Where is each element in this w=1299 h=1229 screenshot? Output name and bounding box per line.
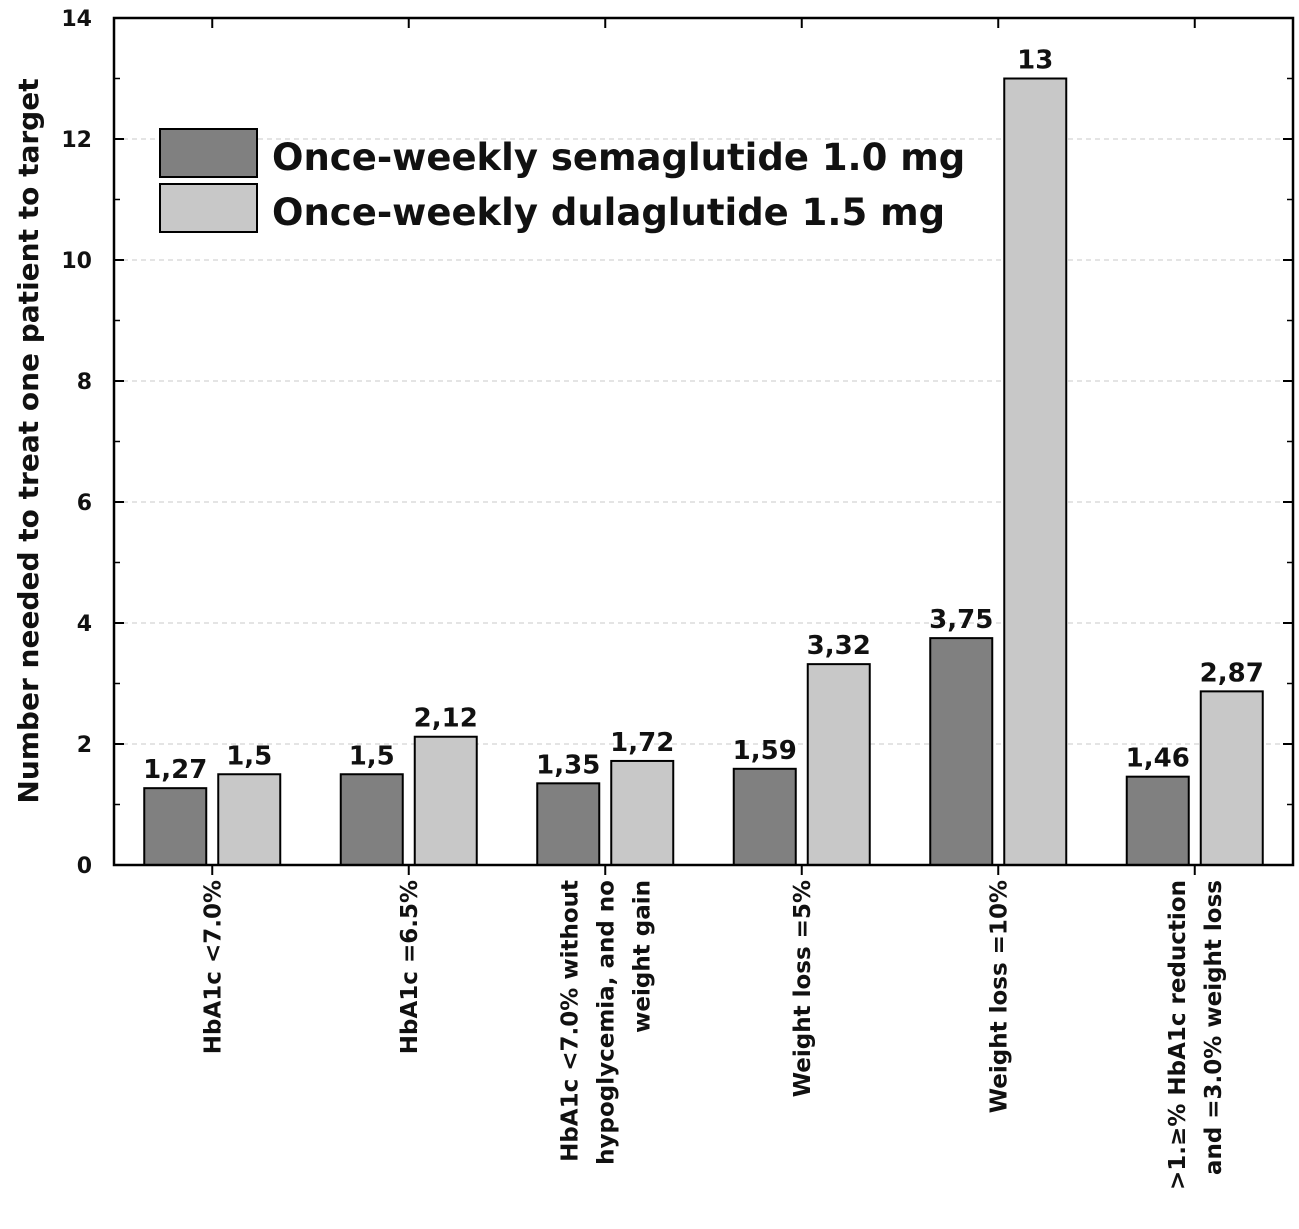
data-label: 3,75 bbox=[929, 605, 993, 635]
data-label: 1,35 bbox=[536, 750, 600, 780]
category-label: HbA1c =6.5% bbox=[397, 880, 423, 1054]
category-label: HbA1c <7.0% bbox=[200, 880, 226, 1054]
bar-dulaglutide bbox=[1199, 690, 1264, 866]
data-labels: 1,27 1,5 1,5 2,12 1,35 1,72 1,59 3,32 3,75 13 1,46… bbox=[143, 46, 1264, 786]
bar-dulaglutide bbox=[806, 663, 871, 867]
x-axis-ticks bbox=[211, 18, 1196, 875]
category-label: Weight loss =5% bbox=[790, 880, 816, 1097]
bar-semaglutide bbox=[536, 782, 601, 867]
legend-swatch-dulaglutide bbox=[159, 183, 258, 233]
y-tick-label: 12 bbox=[61, 128, 92, 153]
category-label-line: >1.≥% HbA1c reduction bbox=[1165, 880, 1191, 1190]
y-axis-tick-labels: 0 2 4 6 8 10 12 14 bbox=[61, 7, 92, 879]
y-axis-ticks bbox=[114, 17, 1293, 866]
category-label-line: HbA1c <7.0% without bbox=[557, 880, 583, 1162]
bar-dulaglutide bbox=[610, 759, 675, 866]
y-tick-label: 14 bbox=[61, 7, 92, 32]
category-label: Weight loss =10% bbox=[986, 880, 1012, 1113]
bar-semaglutide bbox=[339, 773, 404, 866]
data-label: 1,5 bbox=[226, 741, 272, 771]
y-tick-label: 8 bbox=[77, 370, 92, 395]
category-label-line: and =3.0% weight loss bbox=[1201, 880, 1227, 1175]
y-tick-label: 0 bbox=[77, 854, 92, 879]
y-tick-label: 6 bbox=[77, 491, 92, 516]
bar-dulaglutide bbox=[1003, 77, 1068, 866]
data-label: 1,72 bbox=[610, 728, 674, 758]
data-label: 1,46 bbox=[1126, 744, 1190, 774]
y-axis-title: Number needed to treat one patient to ta… bbox=[12, 78, 45, 803]
bar-semaglutide bbox=[732, 767, 797, 866]
data-label: 1,5 bbox=[349, 741, 395, 771]
y-tick-label: 10 bbox=[61, 249, 92, 274]
category-label-line: Weight loss =5% bbox=[790, 880, 816, 1097]
legend-label-dulaglutide: Once-weekly dulaglutide 1.5 mg bbox=[272, 191, 945, 234]
legend-swatch-semaglutide bbox=[159, 128, 258, 178]
data-label: 1,27 bbox=[143, 755, 207, 785]
y-tick-label: 2 bbox=[77, 733, 92, 758]
y-tick-label: 4 bbox=[77, 612, 92, 637]
category-label: HbA1c <7.0% without hypoglycemia, and no w… bbox=[557, 880, 655, 1165]
bar-dulaglutide bbox=[413, 735, 478, 866]
category-label-line: weight gain bbox=[629, 880, 655, 1033]
category-label-line: Weight loss =10% bbox=[986, 880, 1012, 1113]
bar-semaglutide bbox=[1125, 775, 1190, 866]
data-label: 2,87 bbox=[1200, 658, 1264, 688]
data-label: 13 bbox=[1017, 46, 1053, 76]
category-label-line: hypoglycemia, and no bbox=[593, 880, 619, 1165]
data-label: 2,12 bbox=[414, 704, 478, 734]
legend: Once-weekly semaglutide 1.0 mg Once-week… bbox=[159, 128, 965, 234]
legend-label-semaglutide: Once-weekly semaglutide 1.0 mg bbox=[272, 136, 965, 179]
bars bbox=[143, 77, 1264, 867]
bar-semaglutide bbox=[929, 637, 994, 866]
bar-semaglutide bbox=[143, 787, 208, 866]
category-label: >1.≥% HbA1c reduction and =3.0% weight lo… bbox=[1165, 880, 1227, 1190]
bar-dulaglutide bbox=[217, 773, 282, 866]
data-label: 3,32 bbox=[807, 631, 871, 661]
x-axis-category-labels: HbA1c <7.0% HbA1c =6.5% HbA1c <7.0% withou… bbox=[200, 880, 1227, 1190]
data-label: 1,59 bbox=[733, 736, 797, 766]
category-label-line: HbA1c <7.0% bbox=[200, 880, 226, 1054]
grid-lines bbox=[114, 138, 1293, 745]
category-label-line: HbA1c =6.5% bbox=[397, 880, 423, 1054]
